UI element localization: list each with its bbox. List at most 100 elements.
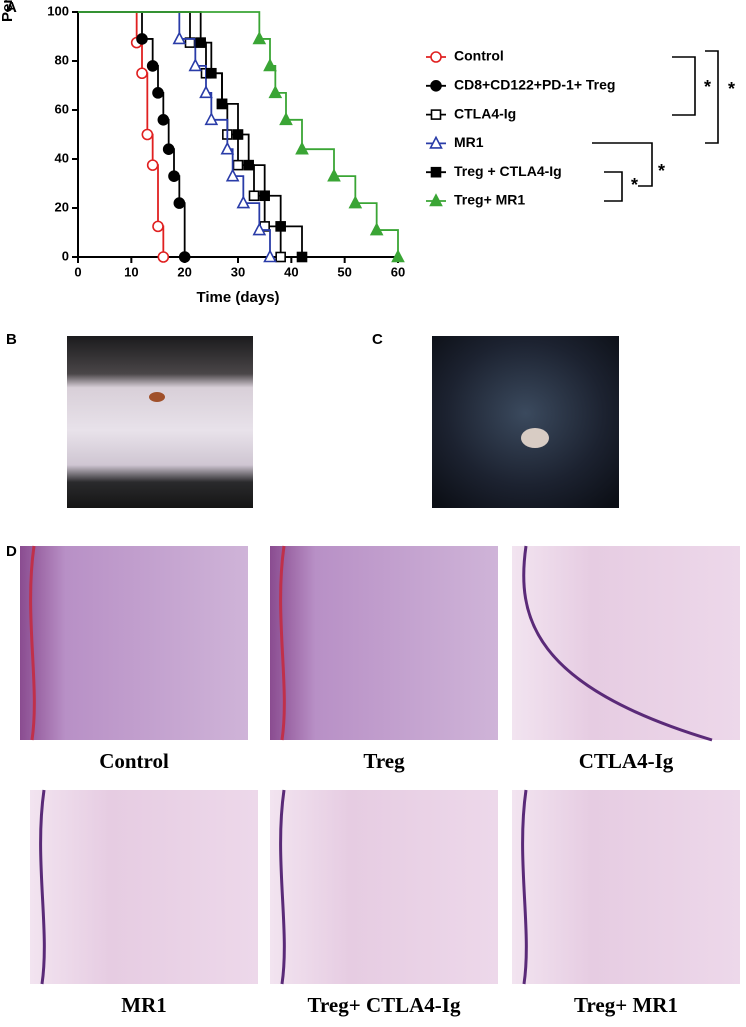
- histology-image: [512, 790, 740, 984]
- significance-star: *: [658, 161, 665, 181]
- histology-image: [20, 546, 248, 740]
- x-tick-label: 10: [124, 264, 138, 279]
- marker: [275, 251, 286, 263]
- marker: [136, 33, 148, 45]
- epidermis: [29, 545, 36, 741]
- significance-star: *: [631, 175, 638, 195]
- marker: [252, 31, 267, 45]
- legend-label: Control: [454, 48, 504, 64]
- survival-step: [78, 11, 138, 43]
- marker: [195, 37, 206, 48]
- marker: [216, 98, 228, 110]
- y-tick-label: 40: [55, 150, 69, 165]
- marker: [430, 80, 442, 92]
- survival-step: [211, 118, 229, 150]
- marker: [157, 251, 170, 263]
- significance-bracket: [705, 50, 719, 144]
- x-tick-label: 50: [337, 264, 351, 279]
- survival-step: [179, 38, 197, 66]
- marker: [225, 168, 240, 182]
- marker: [263, 249, 277, 263]
- marker: [146, 60, 159, 72]
- survival-step: [78, 11, 143, 39]
- legend-label: CD8+CD122+PD-1+ Treg: [454, 77, 615, 93]
- x-tick-label: 40: [284, 264, 298, 279]
- y-tick-label: 60: [55, 101, 69, 116]
- marker: [279, 112, 293, 126]
- graft: [521, 428, 549, 448]
- histology-caption: MR1: [121, 993, 167, 1017]
- survival-step: [355, 202, 378, 231]
- marker: [188, 58, 203, 72]
- marker: [327, 168, 341, 182]
- histology-image: [512, 546, 740, 740]
- histology-caption: Control: [99, 749, 169, 773]
- marker: [173, 197, 186, 209]
- x-tick-label: 30: [231, 264, 245, 279]
- marker: [199, 85, 213, 99]
- histology-caption: Treg+ MR1: [574, 993, 678, 1017]
- photo-c: [432, 336, 619, 508]
- wound: [149, 392, 165, 402]
- survival-step: [179, 202, 186, 257]
- marker: [178, 251, 191, 263]
- marker: [252, 222, 267, 236]
- significance-star: *: [728, 79, 735, 99]
- survival-step: [78, 11, 181, 39]
- significance-bracket: [592, 142, 653, 187]
- marker: [243, 159, 254, 171]
- legend-label: Treg + CTLA4-Ig: [454, 163, 562, 179]
- y-tick-label: 0: [62, 248, 69, 263]
- panel-label: C: [372, 331, 383, 348]
- histology-image: [30, 790, 258, 984]
- epidermis: [39, 789, 46, 985]
- marker: [168, 170, 180, 182]
- y-axis-label: Percent survival: [0, 0, 16, 22]
- panel-label: D: [6, 543, 17, 560]
- survival-step: [152, 164, 159, 227]
- marker: [162, 143, 175, 155]
- epidermis: [522, 545, 713, 742]
- marker: [146, 159, 159, 171]
- significance-star: *: [704, 77, 711, 97]
- epidermis: [279, 789, 286, 985]
- marker: [348, 195, 363, 209]
- marker: [136, 67, 148, 80]
- epidermis: [521, 789, 528, 985]
- y-tick-label: 100: [47, 3, 69, 18]
- marker: [152, 87, 164, 99]
- survival-step: [302, 148, 335, 177]
- epidermis: [279, 545, 286, 741]
- marker: [152, 220, 164, 233]
- histology-caption: CTLA4-Ig: [579, 749, 674, 773]
- marker: [295, 141, 309, 155]
- marker: [172, 31, 187, 45]
- marker: [206, 67, 217, 79]
- legend-label: MR1: [454, 134, 484, 150]
- panel-label: A: [6, 0, 17, 16]
- marker: [430, 166, 442, 178]
- marker: [296, 251, 308, 263]
- survival-step: [376, 229, 399, 257]
- marker: [430, 51, 442, 63]
- marker: [391, 249, 405, 263]
- significance-bracket: [672, 56, 696, 116]
- histology-image: [270, 546, 498, 740]
- x-tick-label: 0: [74, 264, 81, 279]
- survival-step: [264, 194, 282, 227]
- y-tick-label: 20: [55, 199, 69, 214]
- survival-step: [248, 164, 266, 196]
- marker: [141, 128, 154, 141]
- histology-image: [270, 790, 498, 984]
- marker: [268, 85, 283, 99]
- survival-step: [142, 72, 149, 135]
- survival-step: [280, 225, 303, 257]
- marker: [263, 58, 277, 72]
- significance-bracket: [604, 171, 623, 202]
- marker: [429, 135, 443, 149]
- legend-label: Treg+ MR1: [454, 192, 525, 208]
- marker: [430, 109, 442, 120]
- marker: [429, 193, 443, 207]
- marker: [369, 222, 384, 236]
